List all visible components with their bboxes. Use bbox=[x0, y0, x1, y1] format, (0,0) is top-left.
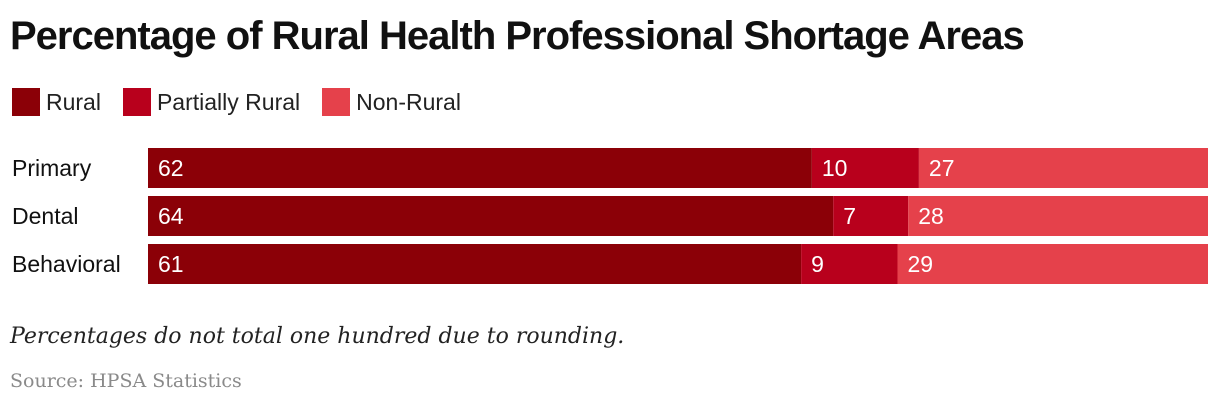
bar-dental-non-rural bbox=[908, 196, 1208, 236]
bar-dental-rural bbox=[148, 196, 834, 236]
data-label-dental-non-rural: 28 bbox=[918, 203, 944, 229]
data-label-behavioral-non-rural: 29 bbox=[907, 251, 933, 277]
bar-behavioral-rural bbox=[148, 244, 802, 284]
bar-behavioral-partially-rural bbox=[801, 244, 898, 284]
data-label-dental-partially-rural: 7 bbox=[843, 203, 856, 229]
legend-label-rural: Rural bbox=[46, 88, 101, 115]
legend-swatch-partially-rural bbox=[122, 88, 151, 116]
data-label-behavioral-partially-rural: 9 bbox=[811, 251, 824, 277]
chart-title: Percentage of Rural Health Professional … bbox=[10, 14, 1025, 58]
category-label-dental: Dental bbox=[12, 203, 78, 229]
bar-dental-partially-rural bbox=[833, 196, 909, 236]
footnote: Percentages do not total one hundred due… bbox=[10, 324, 625, 349]
legend-item-partially-rural: Partially Rural bbox=[122, 88, 301, 116]
bar-primary-non-rural bbox=[918, 148, 1208, 188]
data-label-primary-rural: 62 bbox=[158, 155, 184, 181]
bar-primary-rural bbox=[148, 148, 812, 188]
legend-swatch-non-rural bbox=[322, 88, 351, 116]
legend-item-rural: Rural bbox=[12, 88, 101, 116]
data-label-primary-non-rural: 27 bbox=[929, 155, 955, 181]
category-label-behavioral: Behavioral bbox=[12, 251, 121, 277]
legend: Rural Partially Rural Non-Rural bbox=[12, 88, 483, 116]
legend-label-partially-rural: Partially Rural bbox=[156, 88, 301, 115]
legend-item-non-rural: Non-Rural bbox=[322, 88, 461, 116]
source-credit: Source: HPSA Statistics bbox=[10, 370, 242, 392]
legend-swatch-rural bbox=[12, 88, 40, 116]
bar-primary-partially-rural bbox=[811, 148, 919, 188]
stacked-bar-chart: Primary 62 10 27 Dental 64 7 28 Behavioral 61 9 29 bbox=[12, 148, 1208, 284]
data-label-primary-partially-rural: 10 bbox=[822, 155, 848, 181]
category-label-primary: Primary bbox=[12, 155, 92, 181]
legend-label-non-rural: Non-Rural bbox=[356, 88, 461, 115]
bar-behavioral-non-rural bbox=[897, 244, 1208, 284]
data-label-dental-rural: 64 bbox=[158, 203, 184, 229]
data-label-behavioral-rural: 61 bbox=[158, 251, 184, 277]
